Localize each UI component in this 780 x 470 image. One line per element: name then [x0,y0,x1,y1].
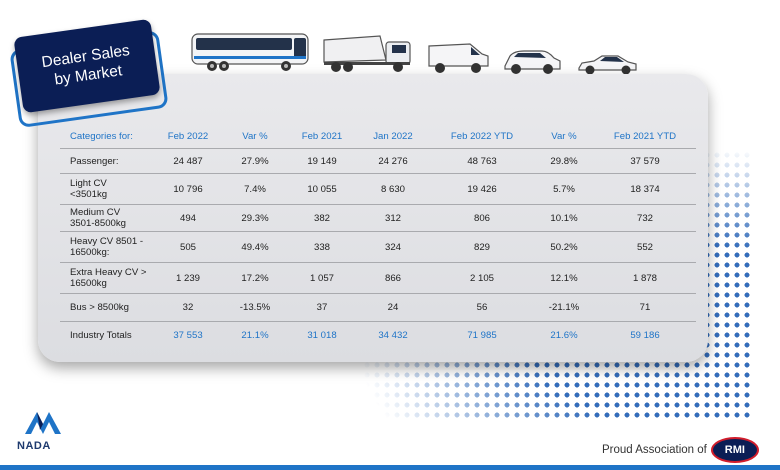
table-cell: 806 [430,204,534,232]
row-label: Heavy CV 8501 -16500kg: [60,231,154,263]
table-cell: 18 374 [594,173,696,205]
table-cell: -13.5% [222,293,288,322]
table-cell: 382 [288,204,356,232]
table-cell: 59 186 [594,321,696,350]
table-cell: 338 [288,231,356,263]
col-header: Feb 2022 [167,130,209,142]
table-cell: 19 149 [288,148,356,174]
table-cell: 49.4% [222,231,288,263]
table-cell: 866 [356,262,430,294]
table-cell: 21.6% [534,321,594,350]
table-cell: 12.1% [534,262,594,294]
table-row: Extra Heavy CV >16500kg 1 239 17.2% 1 05… [60,262,696,294]
table-cell: 24 [356,293,430,322]
table-cell: 34 432 [356,321,430,350]
table-cell: 31 018 [288,321,356,350]
table-cell: 48 763 [430,148,534,174]
table-cell: 1 057 [288,262,356,294]
table-cell: 32 [154,293,222,322]
table-row: Passenger: 24 487 27.9% 19 149 24 276 48… [60,148,696,174]
table-cell: 732 [594,204,696,232]
table-cell: 829 [430,231,534,263]
table-row: Heavy CV 8501 -16500kg: 505 49.4% 338 32… [60,231,696,263]
table-cell: 1 239 [154,262,222,294]
car-icon [576,52,640,76]
row-label: Passenger: [60,148,154,174]
table-cell: 8 630 [356,173,430,205]
table-cell: 29.3% [222,204,288,232]
col-header: Jan 2022 [373,130,413,142]
table-header-row: Categories for: Feb 2022 Var % Feb 2021 … [60,124,696,149]
table-cell: 552 [594,231,696,263]
row-label: Medium CV 3501-8500kg [60,204,154,232]
van-icon [426,40,492,76]
table-cell: 27.9% [222,148,288,174]
table-cell: 29.8% [534,148,594,174]
row-label: Bus > 8500kg [60,293,154,322]
table-cell: 50.2% [534,231,594,263]
row-label: Light CV <3501kg [60,173,154,205]
table-cell: 1 878 [594,262,696,294]
col-header: Categories for: [70,130,133,142]
table-cell: 24 276 [356,148,430,174]
table-cell: 505 [154,231,222,263]
table-cell: 312 [356,204,430,232]
table-cell: 10 796 [154,173,222,205]
table-cell: 37 [288,293,356,322]
col-header: Feb 2022 YTD [450,130,514,142]
nada-logo-text: NADA [17,440,51,452]
table-cell: 24 487 [154,148,222,174]
rmi-logo: RMI [710,437,759,463]
bus-icon [190,30,312,76]
proud-text: Proud Association of [602,444,707,456]
table-cell: 56 [430,293,534,322]
table-cell: 37 579 [594,148,696,174]
col-header: Var % [242,130,268,142]
row-label: Extra Heavy CV >16500kg [60,262,154,294]
table-cell: 19 426 [430,173,534,205]
col-header: Feb 2021 [301,130,343,142]
table-cell: 10 055 [288,173,356,205]
totals-row: Industry Totals 37 553 21.1% 31 018 34 4… [60,321,696,350]
table-row: Medium CV 3501-8500kg 494 29.3% 382 312 8… [60,204,696,232]
table-cell: 71 [594,293,696,322]
truck-icon [320,30,414,76]
table-cell: 21.1% [222,321,288,350]
table-row: Bus > 8500kg 32 -13.5% 37 24 56 -21.1% 7… [60,293,696,322]
bottom-bar [0,465,780,470]
table-cell: 2 105 [430,262,534,294]
col-header: Feb 2021 YTD [613,130,677,142]
footer-association: Proud Association of RMI [602,437,759,463]
table-cell: 494 [154,204,222,232]
sales-table: Categories for: Feb 2022 Var % Feb 2021 … [60,124,696,350]
table-cell: 37 553 [154,321,222,350]
table-cell: -21.1% [534,293,594,322]
table-cell: 324 [356,231,430,263]
table-cell: 10.1% [534,204,594,232]
table-cell: 71 985 [430,321,534,350]
nada-logo-icon [25,412,61,434]
suv-icon [502,48,564,76]
row-label: Industry Totals [60,321,154,350]
table-row: Light CV <3501kg 10 796 7.4% 10 055 8 630… [60,173,696,205]
table-cell: 5.7% [534,173,594,205]
table-cell: 17.2% [222,262,288,294]
col-header: Var % [551,130,577,142]
table-cell: 7.4% [222,173,288,205]
